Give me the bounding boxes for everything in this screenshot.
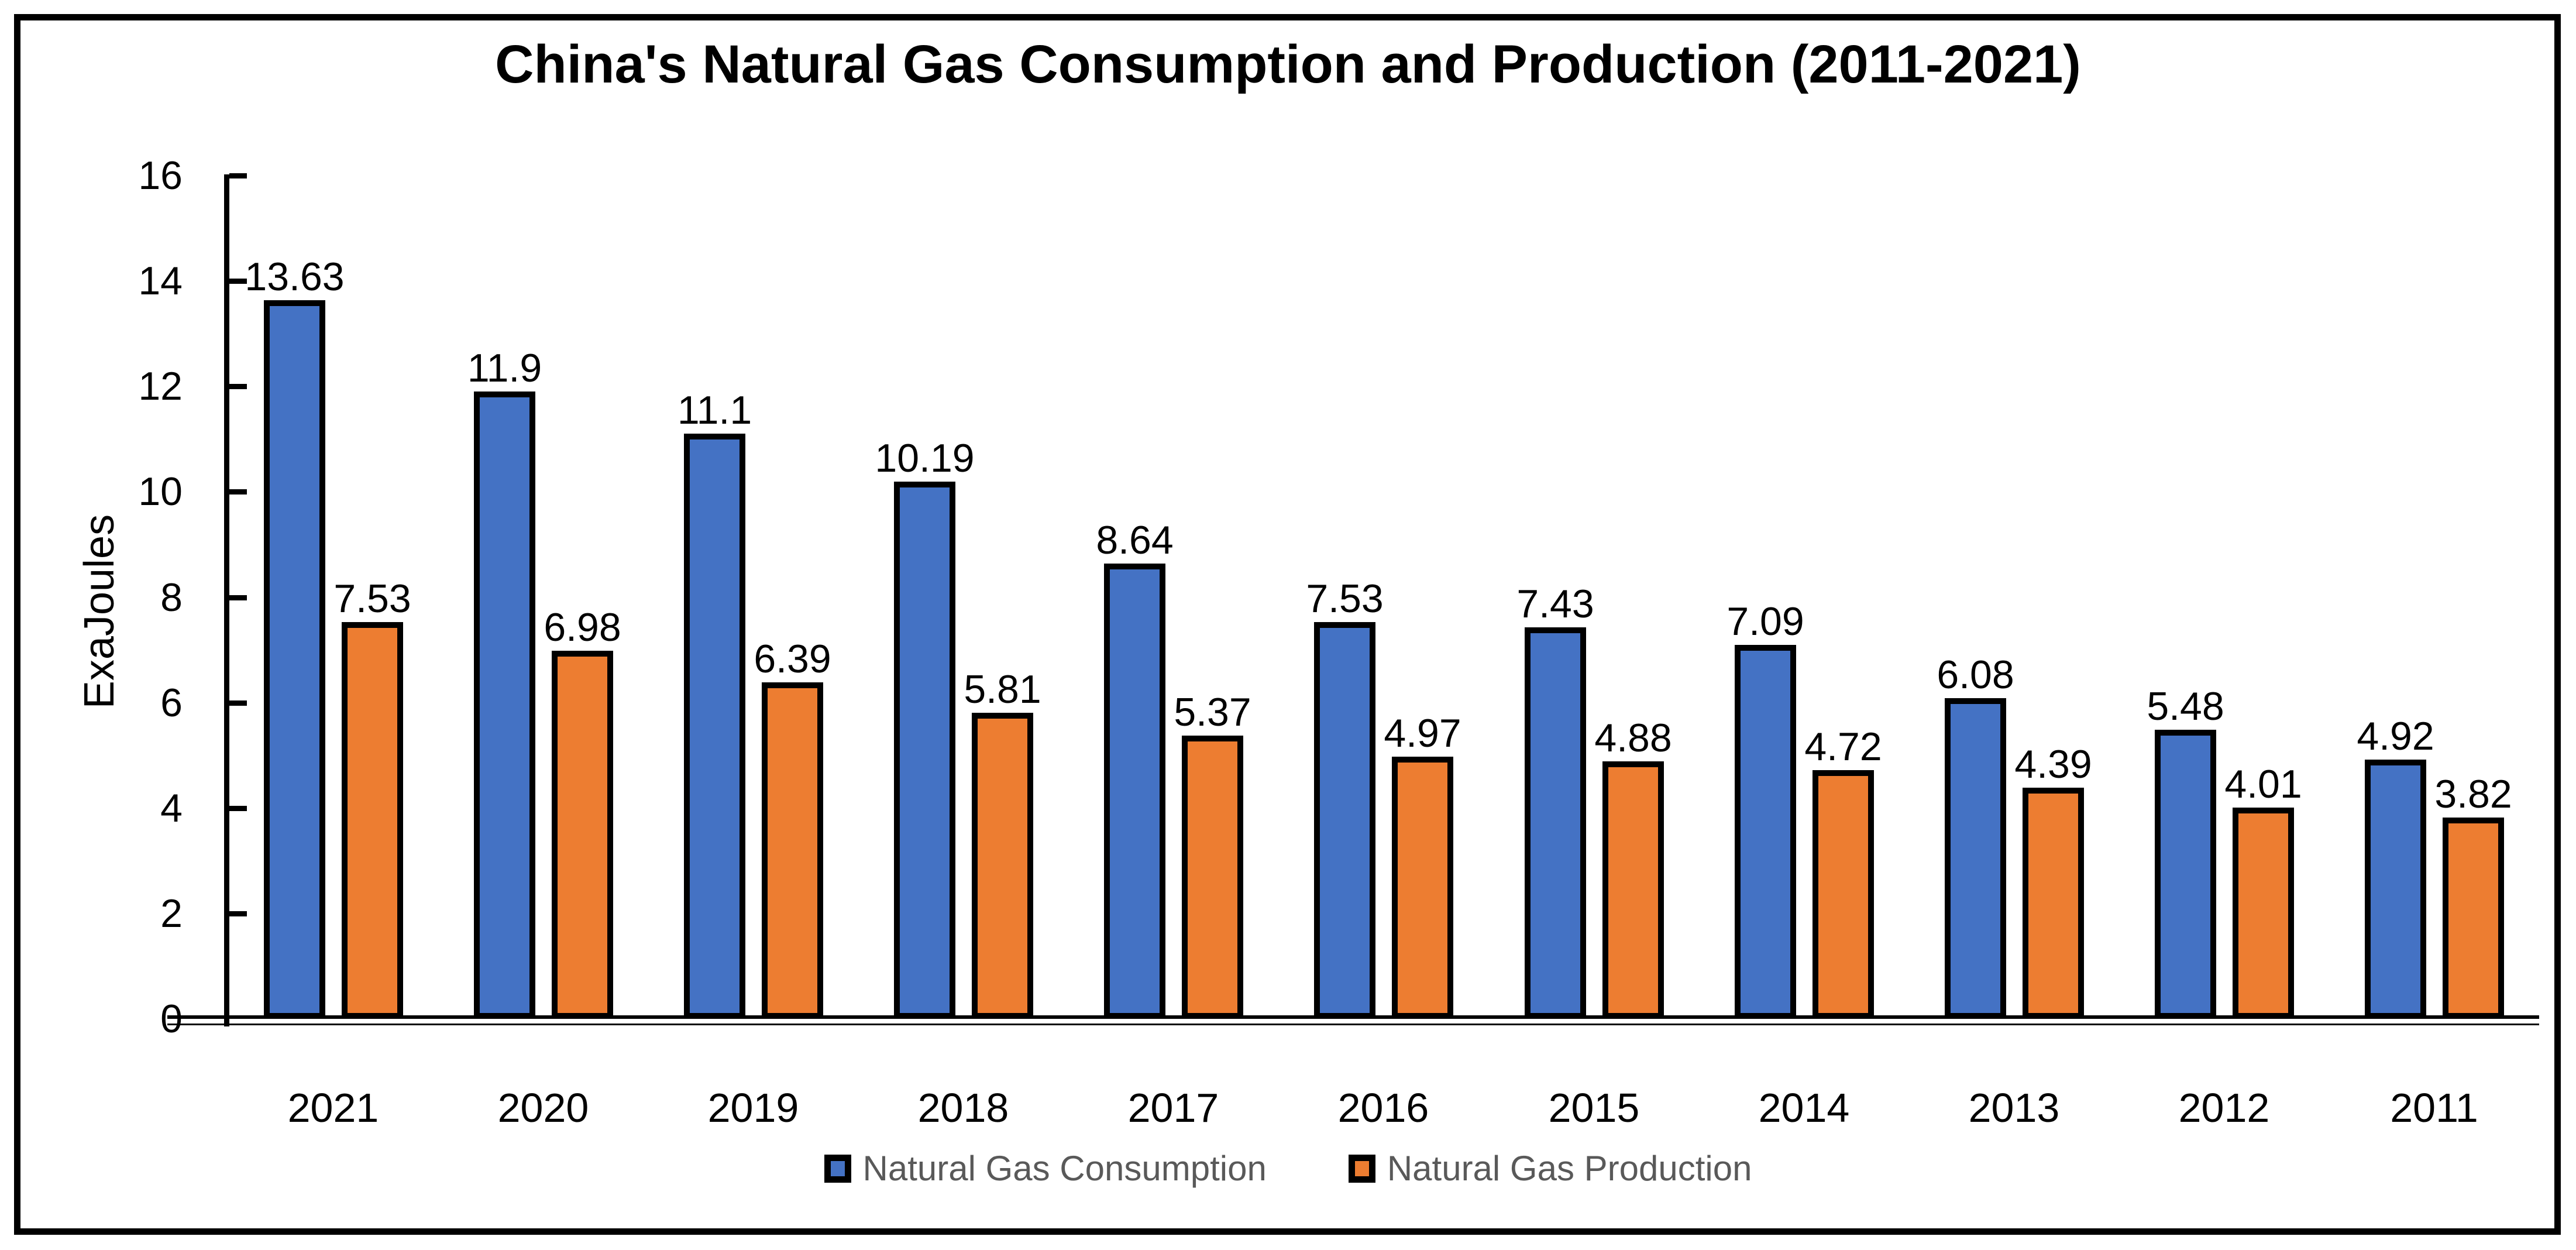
bar-value-label: 3.82 xyxy=(2434,772,2512,816)
y-tick-label: 12 xyxy=(138,364,183,409)
consumption-bar-2014: 7.09 xyxy=(1726,602,1804,1019)
bar-value-label: 11.9 xyxy=(467,346,542,390)
consumption-bar-2017: 8.64 xyxy=(1096,520,1174,1019)
chart-border xyxy=(14,14,2561,1235)
production-bar-2015: 4.88 xyxy=(1594,718,1672,1019)
consumption-bar-2011: 4.92 xyxy=(2357,716,2434,1019)
bar-group-2018: 10.19 5.81 2018 xyxy=(858,176,1068,1131)
consumption-bar-2018: 10.19 xyxy=(875,438,975,1019)
bar-value-label: 7.53 xyxy=(333,576,411,621)
plot-area: 13.63 7.53 2021 11.9 6.98 2020 11.1 6.39 2019 10.… xyxy=(228,176,2539,1131)
bar-value-label: 7.09 xyxy=(1726,599,1804,644)
x-axis-label-2018: 2018 xyxy=(917,1085,1009,1131)
bar-group-2014: 7.09 4.72 2014 xyxy=(1699,176,1909,1131)
y-tick-mark xyxy=(229,700,247,706)
bar-value-label: 13.63 xyxy=(245,255,345,299)
bar-value-label: 6.39 xyxy=(754,637,831,681)
legend: Natural Gas Consumption Natural Gas Produ… xyxy=(0,1148,2576,1189)
legend-swatch-consumption xyxy=(824,1154,851,1183)
bar-group-2016: 7.53 4.97 2016 xyxy=(1278,176,1488,1131)
bar-value-label: 7.43 xyxy=(1516,582,1594,626)
y-tick-label: 6 xyxy=(160,680,183,725)
bar-value-label: 4.88 xyxy=(1594,716,1672,760)
bar-group-2017: 8.64 5.37 2017 xyxy=(1068,176,1278,1131)
bar-value-label: 6.08 xyxy=(1937,653,2014,697)
consumption-bar-2021: 13.63 xyxy=(245,257,345,1019)
y-tick-label: 8 xyxy=(160,575,183,620)
production-bar-2011: 3.82 xyxy=(2434,774,2512,1019)
bar-value-label: 11.1 xyxy=(677,388,752,432)
bar-group-2015: 7.43 4.88 2015 xyxy=(1489,176,1699,1131)
y-tick-mark xyxy=(229,489,247,495)
y-tick-label: 10 xyxy=(138,469,183,514)
y-axis-line xyxy=(224,174,229,1026)
bar-value-label: 8.64 xyxy=(1096,518,1174,562)
bar-value-label: 5.81 xyxy=(964,667,1041,712)
y-tick-mark xyxy=(229,595,247,600)
bar-value-label: 4.97 xyxy=(1384,711,1461,756)
x-axis-label-2020: 2020 xyxy=(497,1085,589,1131)
production-bar-2021: 7.53 xyxy=(333,579,411,1019)
x-axis-label-2016: 2016 xyxy=(1337,1085,1429,1131)
y-tick-label: 0 xyxy=(160,997,183,1041)
bar-value-label: 4.72 xyxy=(1804,724,1882,769)
x-axis-label-2012: 2012 xyxy=(2178,1085,2270,1131)
bar-value-label: 6.98 xyxy=(544,605,621,650)
bar-value-label: 5.37 xyxy=(1174,690,1251,734)
x-axis-line-secondary xyxy=(167,1024,2539,1025)
production-bar-2012: 4.01 xyxy=(2224,764,2302,1019)
bar-value-label: 5.48 xyxy=(2147,684,2224,729)
production-bar-2013: 4.39 xyxy=(2014,744,2092,1019)
production-bar-2017: 5.37 xyxy=(1174,692,1251,1019)
bar-group-2011: 4.92 3.82 2011 xyxy=(2329,176,2539,1131)
y-tick-label: 16 xyxy=(138,153,183,198)
bar-value-label: 4.39 xyxy=(2014,742,2092,787)
y-tick-mark xyxy=(229,173,247,178)
consumption-bar-2019: 11.1 xyxy=(677,390,752,1019)
consumption-bar-2020: 11.9 xyxy=(467,348,542,1019)
y-tick-mark xyxy=(229,805,247,811)
y-tick-label: 14 xyxy=(138,259,183,304)
bar-group-2019: 11.1 6.39 2019 xyxy=(648,176,858,1131)
y-tick-mark xyxy=(229,384,247,390)
bar-group-2013: 6.08 4.39 2013 xyxy=(1909,176,2119,1131)
legend-label-consumption: Natural Gas Consumption xyxy=(862,1149,1267,1188)
chart-title: China's Natural Gas Consumption and Prod… xyxy=(495,35,2081,94)
y-tick-mark xyxy=(229,911,247,916)
y-tick-label: 4 xyxy=(160,785,183,830)
bar-value-label: 10.19 xyxy=(875,436,975,480)
production-bar-2019: 6.39 xyxy=(754,639,831,1019)
bar-value-label: 7.53 xyxy=(1306,576,1384,621)
x-axis-label-2013: 2013 xyxy=(1968,1085,2060,1131)
production-bar-2016: 4.97 xyxy=(1384,713,1461,1019)
y-tick-mark xyxy=(229,279,247,284)
x-axis-label-2019: 2019 xyxy=(707,1085,799,1131)
legend-label-production: Natural Gas Production xyxy=(1387,1149,1752,1188)
legend-item-production: Natural Gas Production xyxy=(1348,1148,1752,1189)
bar-value-label: 4.01 xyxy=(2224,762,2302,806)
consumption-bar-2012: 5.48 xyxy=(2147,686,2224,1019)
x-axis-label-2017: 2017 xyxy=(1127,1085,1219,1131)
legend-item-consumption: Natural Gas Consumption xyxy=(824,1148,1267,1189)
x-axis-label-2021: 2021 xyxy=(287,1085,379,1131)
production-bar-2020: 6.98 xyxy=(544,607,621,1019)
x-axis-label-2015: 2015 xyxy=(1548,1085,1640,1131)
x-axis-label-2011: 2011 xyxy=(2390,1085,2478,1131)
bar-value-label: 4.92 xyxy=(2357,714,2434,758)
consumption-bar-2016: 7.53 xyxy=(1306,579,1384,1019)
bar-group-2020: 11.9 6.98 2020 xyxy=(438,176,648,1131)
y-tick-label: 2 xyxy=(160,891,183,936)
consumption-bar-2015: 7.43 xyxy=(1516,584,1594,1019)
legend-swatch-production xyxy=(1348,1154,1375,1183)
consumption-bar-2013: 6.08 xyxy=(1937,655,2014,1019)
bar-group-2021: 13.63 7.53 2021 xyxy=(228,176,438,1131)
production-bar-2014: 4.72 xyxy=(1804,727,1882,1019)
x-axis-label-2014: 2014 xyxy=(1758,1085,1850,1131)
bar-group-2012: 5.48 4.01 2012 xyxy=(2119,176,2329,1131)
production-bar-2018: 5.81 xyxy=(964,669,1041,1019)
